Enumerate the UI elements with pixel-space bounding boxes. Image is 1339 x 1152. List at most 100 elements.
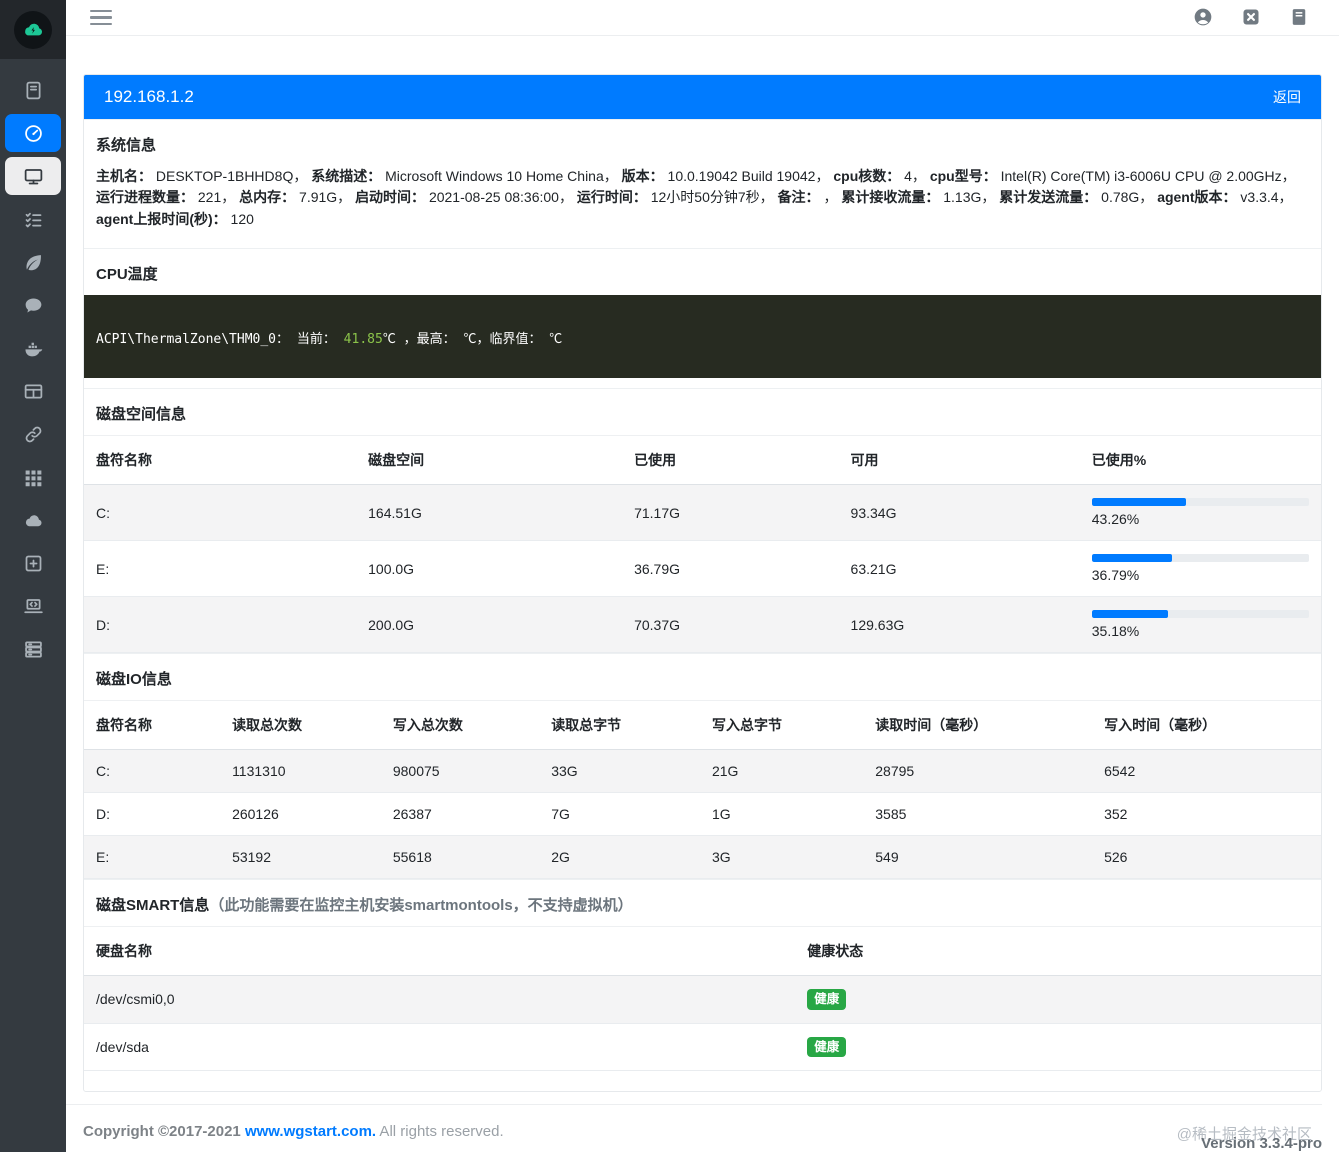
table-cell: 93.34G [850,504,897,521]
docker-icon [23,338,44,359]
disk-space-body: C: 164.51G 71.17G 93.34G 43.26% E: 100.0G 36.79… [84,484,1321,653]
version-text: Version 3.3.4-pro [1201,1135,1322,1152]
table-cell: 21G [711,763,739,779]
sidebar-item-hosts[interactable] [5,71,61,109]
table-cell: 26387 [380,792,540,836]
table-cell: /dev/csmi0,0 [96,991,175,1008]
panel-header: 192.168.1.2 返回 [84,74,1321,119]
section-disk-space: 磁盘空间信息 盘符名称 磁盘空间 已使用 可用 已使用% C: 164.51G 71.17G… [84,388,1321,653]
wgstart-link[interactable]: www.wgstart.com. [244,1123,377,1140]
health-badge: 健康 [807,989,847,1010]
table-row: /dev/csmi0,0 健康 [84,975,1321,1024]
health-status-cell: 健康 [795,976,1321,1024]
disk-io-title: 磁盘IO信息 [96,671,172,688]
health-badge: 健康 [807,1036,847,1057]
column-header: 写入总字节 [699,700,864,750]
main-area: 192.168.1.2 返回 系统信息 主机名： DESKTOP-1BHHD8Q… [66,0,1339,1152]
column-header: 已使用% [1079,435,1321,485]
table-cell: 3585 [863,792,1093,836]
watermark-text: @稀土掘金技术社区 [1176,1126,1312,1143]
table-cell: 6542 [1104,763,1136,779]
sidebar-item-add[interactable] [5,544,61,582]
logo-block[interactable] [0,0,66,59]
user-icon[interactable] [1193,7,1213,27]
progress-bar [1091,610,1309,618]
column-header: 硬盘名称 [84,926,796,976]
table-cell: C: [96,504,110,521]
current-temp-value: 41.85 [343,332,383,347]
sidebar-item-tables[interactable] [5,372,61,410]
disk-space-head-row: 盘符名称 磁盘空间 已使用 可用 已使用% [84,435,1321,485]
column-header: 读取总字节 [539,700,700,750]
table-cell: C: [96,763,110,779]
desktop-icon [23,166,44,187]
table-cell: /dev/sda [84,1022,796,1071]
section-cpu-temp: CPU温度 ACPI\ThermalZone\THM0_0： 当前： 41.85… [84,248,1321,378]
sidebar-item-springboot[interactable] [5,243,61,281]
column-header: 已使用 [622,435,839,485]
table-cell: 28795 [875,763,915,779]
table-cell: 3G [699,835,864,879]
tasks-icon [23,209,44,230]
column-header: 读取总次数 [220,700,381,750]
progress-label: 43.26% [1091,511,1140,527]
sidebar-item-webssh[interactable] [5,587,61,625]
table-cell: 1G [699,792,864,836]
table-cell: 1131310 [232,763,286,779]
disk-io-table: 盘符名称 读取总次数 写入总次数 读取总字节 写入总字节 读取时间（毫秒） 写入时间（毫秒）… [84,700,1321,879]
sidebar-item-apps[interactable] [5,458,61,496]
table-cell: E: [84,540,357,597]
table-row: C: 1131310 980075 33G 21G 28795 6542 [84,749,1321,793]
column-header: 盘符名称 [84,700,221,750]
table-icon [23,381,44,402]
disk-space-title: 磁盘空间信息 [96,406,187,423]
table-row: E: 100.0G 36.79G 63.21G 36.79% [84,540,1321,597]
host-ip-title: 192.168.1.2 [104,86,194,106]
usage-percent-cell: 36.79% [1079,540,1321,597]
table-cell: D: [84,596,357,653]
smart-title: 磁盘SMART信息（此功能需要在监控主机安装smartmontools，不支持虚… [84,880,1321,926]
plus-square-icon [23,553,44,574]
sidebar-item-messages[interactable] [5,286,61,324]
content: 192.168.1.2 返回 系统信息 主机名： DESKTOP-1BHHD8Q… [66,36,1339,1092]
topbar [66,0,1339,36]
table-cell: 526 [1092,835,1321,879]
table-row: D: 260126 26387 7G 1G 3585 352 [84,792,1321,836]
table-cell: 129.63G [838,596,1080,653]
dashboard-icon [23,123,44,144]
sidebar-item-links[interactable] [5,415,61,453]
link-icon [23,424,44,445]
sidebar-item-docker[interactable] [5,329,61,367]
system-info-text: 主机名： DESKTOP-1BHHD8Q， 系统描述： Microsoft Wi… [96,167,1296,227]
section-system-info: 系统信息 主机名： DESKTOP-1BHHD8Q， 系统描述： Microso… [84,118,1321,249]
sidebar-item-servers[interactable] [5,630,61,668]
table-cell: 63.21G [838,540,1080,597]
table-row: C: 164.51G 71.17G 93.34G 43.26% [84,484,1321,541]
table-cell: E: [84,835,221,879]
cloud-icon [23,510,44,531]
table-cell: 53192 [220,835,381,879]
sidebar-item-dashboard[interactable] [5,114,61,152]
cpu-temp-terminal: ACPI\ThermalZone\THM0_0： 当前： 41.85℃ ，最高：… [84,295,1321,378]
health-status-cell: 健康 [795,1022,1321,1071]
close-window-icon[interactable] [1241,7,1261,27]
docs-icon[interactable] [1289,7,1309,27]
sidebar-item-cloud[interactable] [5,501,61,539]
back-button[interactable]: 返回 [1273,88,1301,105]
table-cell: 549 [863,835,1093,879]
column-header: 写入总次数 [380,700,540,750]
table-cell: 352 [1092,792,1321,836]
sidebar-item-tasks[interactable] [5,200,61,238]
book-icon [23,80,44,101]
table-cell: 100.0G [356,540,623,597]
smart-body: /dev/csmi0,0 健康/dev/sda 健康 [84,975,1321,1071]
table-cell: 70.37G [622,596,839,653]
table-cell: 7G [539,792,700,836]
usage-percent-cell: 35.18% [1079,596,1321,653]
progress-label: 36.79% [1091,567,1140,583]
sidebar-item-host-detail[interactable] [5,157,61,195]
table-cell: 980075 [392,763,440,779]
menu-icon[interactable] [90,6,112,30]
smart-note-text: （此功能需要在监控主机安装smartmontools，不支持虚拟机） [209,897,633,914]
server-icon [23,639,44,660]
